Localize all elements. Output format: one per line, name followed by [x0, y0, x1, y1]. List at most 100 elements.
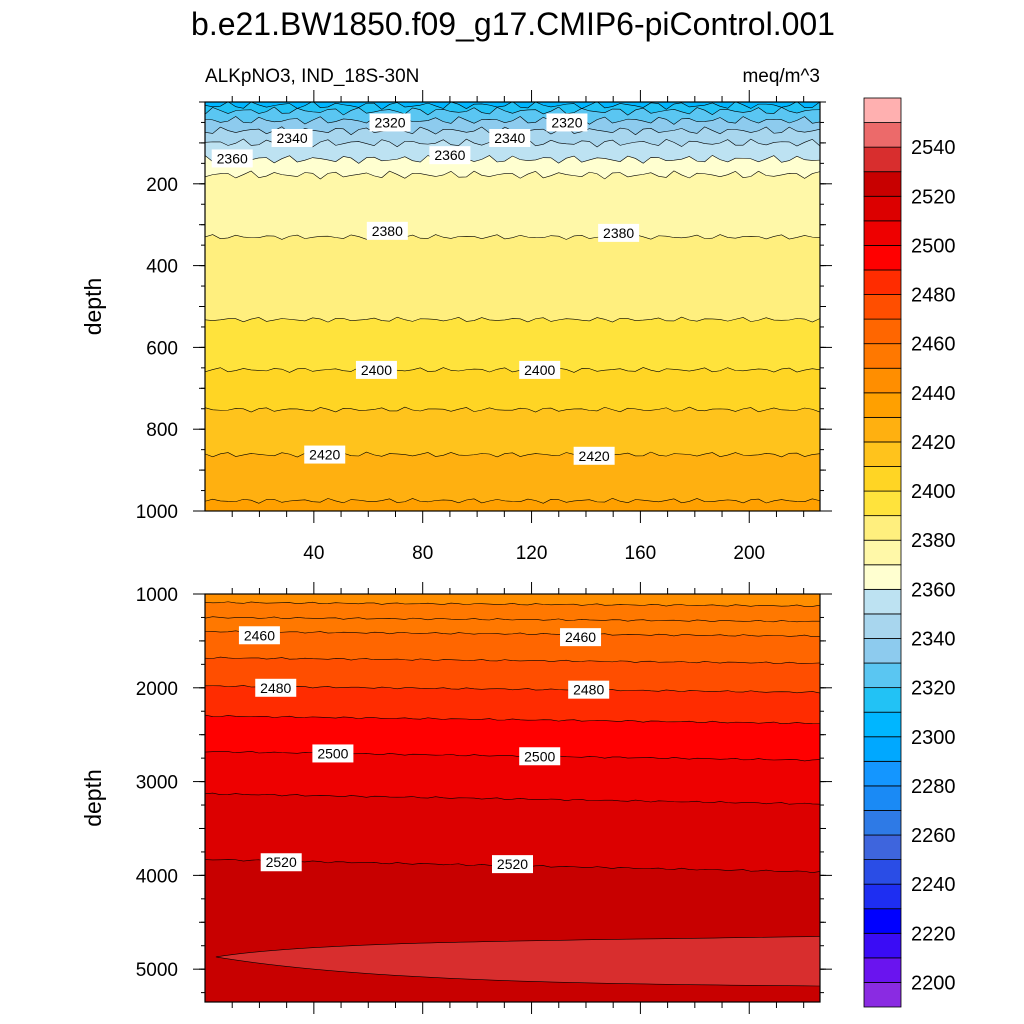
contour-label-text: 2360: [217, 150, 248, 166]
contour-line: [205, 751, 820, 762]
colorbar-box: [863, 171, 902, 197]
colorbar-tick-label: 2500: [911, 235, 956, 257]
colorbar-box: [863, 195, 902, 222]
contour-label: 2460: [560, 628, 602, 647]
x-tick-label: 160: [625, 543, 657, 564]
contour-label: 2420: [304, 445, 346, 464]
colorbar-box: [863, 367, 902, 394]
x-tick-label: 200: [733, 543, 765, 564]
colorbar-box: [863, 294, 902, 320]
contour-line: [205, 630, 820, 637]
colorbar-box: [863, 662, 902, 689]
y-tick-label: 4000: [136, 866, 178, 887]
fill-band: [205, 452, 820, 511]
contour-label: 2460: [238, 626, 280, 645]
contour-label-text: 2520: [497, 856, 528, 872]
contour-label-text: 2360: [434, 147, 465, 163]
colorbar-tick-label: 2260: [911, 825, 956, 847]
contour-line: [205, 170, 820, 180]
y-tick-label: 800: [146, 420, 178, 441]
contour-label: 2400: [519, 360, 561, 379]
colorbar-tick-label: 2300: [911, 727, 956, 749]
contour-label-text: 2320: [374, 114, 405, 130]
y-tick-label: 200: [146, 175, 178, 196]
contour-line: [205, 367, 820, 373]
contour-label-text: 2500: [317, 745, 348, 761]
contour-label: 2320: [546, 113, 588, 132]
contour-line: [205, 116, 820, 125]
contour-label: 2360: [211, 149, 253, 168]
contour-label-text: 2460: [565, 629, 596, 645]
colorbar: 2200 2220 2240 2260 2280 2300 2320 2340 2360 2380…: [863, 97, 956, 1008]
contour-label-text: 2320: [551, 114, 582, 130]
x-tick-label: 40: [303, 543, 324, 564]
contour-label: 2520: [492, 855, 533, 874]
colorbar-tick-label: 2380: [911, 530, 956, 552]
colorbar-box: [863, 490, 902, 517]
fill-band: [205, 498, 820, 511]
contour-label: 2500: [519, 747, 561, 766]
colorbar-tick-label: 2400: [911, 481, 956, 503]
y-tick-label: 5000: [136, 960, 178, 981]
colorbar-box: [863, 711, 902, 738]
contour-line: [205, 406, 820, 413]
contour-line: [205, 792, 820, 805]
y-axis-title: depth: [80, 278, 106, 336]
y-tick-label: 400: [146, 257, 178, 278]
contour-label: 2480: [568, 680, 610, 699]
contour-line: [205, 316, 820, 323]
colorbar-box: [863, 539, 902, 566]
colorbar-box: [863, 97, 902, 123]
contour-label: 2480: [255, 678, 297, 697]
colorbar-box: [863, 859, 902, 885]
colorbar-box: [863, 687, 902, 713]
colorbar-box: [863, 883, 902, 910]
colorbar-box: [863, 810, 902, 836]
colorbar-box: [863, 269, 902, 295]
colorbar-box: [863, 638, 902, 664]
chart-title: b.e21.BW1850.f09_g17.CMIP6-piControl.001: [191, 6, 835, 42]
colorbar-box: [863, 982, 902, 1008]
contour-label-text: 2420: [579, 448, 610, 464]
contour-label-text: 2520: [266, 854, 297, 870]
contour-line: [205, 234, 820, 240]
colorbar-tick-label: 2440: [911, 383, 956, 405]
colorbar-box: [863, 343, 902, 369]
colorbar-box: [863, 318, 902, 345]
colorbar-tick-label: 2540: [911, 137, 956, 159]
contour-line: [205, 154, 820, 164]
contour-label-text: 2400: [524, 362, 555, 378]
contour-line: [205, 714, 820, 724]
colorbar-tick-label: 2520: [911, 186, 956, 208]
contour-label-text: 2480: [573, 682, 604, 698]
colorbar-box: [863, 785, 902, 811]
contour-label: 2380: [598, 223, 640, 242]
contour-label: 2340: [489, 128, 531, 147]
contour-label: 2420: [573, 446, 615, 465]
colorbar-box: [863, 932, 902, 959]
contour-label-text: 2500: [524, 748, 555, 764]
upper-panel: 2360 2340 2320 2360 2340 2320 2380 2380 2400 2400…: [80, 90, 832, 564]
colorbar-tick-label: 2220: [911, 923, 956, 945]
colorbar-tick-label: 2240: [911, 874, 956, 896]
contour-label-text: 2340: [277, 130, 308, 146]
contour-line: [205, 685, 820, 694]
colorbar-box: [863, 146, 902, 173]
contour-line: [205, 616, 820, 623]
y-tick-label: 3000: [136, 773, 178, 794]
y-tick-label: 2000: [136, 679, 178, 700]
contour-label: 2380: [366, 221, 408, 240]
colorbar-box: [863, 466, 902, 492]
colorbar-tick-label: 2480: [911, 285, 956, 307]
plot-frame: [204, 593, 821, 1003]
contour-pocket: [215, 936, 820, 987]
contour-line: [205, 656, 820, 664]
contour-label: 2360: [429, 146, 471, 165]
colorbar-box: [863, 908, 902, 934]
colorbar-box: [863, 834, 902, 860]
colorbar-tick-label: 2360: [911, 579, 956, 601]
y-tick-label: 1000: [136, 502, 178, 523]
colorbar-tick-label: 2340: [911, 628, 956, 650]
contour-label: 2400: [355, 360, 397, 379]
